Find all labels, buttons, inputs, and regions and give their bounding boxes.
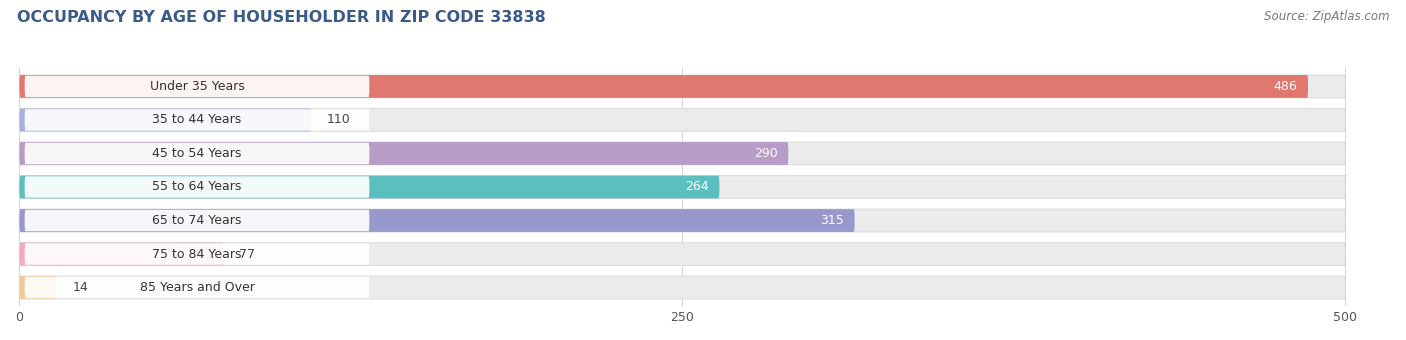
Text: 110: 110 xyxy=(328,114,350,126)
FancyBboxPatch shape xyxy=(20,108,1346,131)
FancyBboxPatch shape xyxy=(25,210,370,231)
FancyBboxPatch shape xyxy=(20,75,1308,98)
Text: 264: 264 xyxy=(685,181,709,193)
Text: 315: 315 xyxy=(820,214,844,227)
FancyBboxPatch shape xyxy=(20,276,56,299)
Text: 85 Years and Over: 85 Years and Over xyxy=(139,281,254,294)
Text: Source: ZipAtlas.com: Source: ZipAtlas.com xyxy=(1264,10,1389,23)
Text: 45 to 54 Years: 45 to 54 Years xyxy=(152,147,242,160)
Text: 486: 486 xyxy=(1274,80,1298,93)
FancyBboxPatch shape xyxy=(25,176,370,198)
FancyBboxPatch shape xyxy=(25,109,370,131)
FancyBboxPatch shape xyxy=(20,209,855,232)
FancyBboxPatch shape xyxy=(25,277,370,298)
FancyBboxPatch shape xyxy=(20,175,720,199)
Text: 35 to 44 Years: 35 to 44 Years xyxy=(152,114,242,126)
FancyBboxPatch shape xyxy=(20,142,789,165)
Text: Under 35 Years: Under 35 Years xyxy=(149,80,245,93)
FancyBboxPatch shape xyxy=(20,276,1346,299)
FancyBboxPatch shape xyxy=(20,108,311,131)
FancyBboxPatch shape xyxy=(25,76,370,97)
Text: 290: 290 xyxy=(754,147,778,160)
Text: 77: 77 xyxy=(239,248,256,260)
FancyBboxPatch shape xyxy=(20,75,1346,98)
Text: 75 to 84 Years: 75 to 84 Years xyxy=(152,248,242,260)
FancyBboxPatch shape xyxy=(20,243,224,266)
FancyBboxPatch shape xyxy=(25,143,370,164)
Text: OCCUPANCY BY AGE OF HOUSEHOLDER IN ZIP CODE 33838: OCCUPANCY BY AGE OF HOUSEHOLDER IN ZIP C… xyxy=(17,10,546,25)
FancyBboxPatch shape xyxy=(20,175,1346,199)
Text: 14: 14 xyxy=(72,281,89,294)
FancyBboxPatch shape xyxy=(25,243,370,265)
FancyBboxPatch shape xyxy=(20,142,1346,165)
FancyBboxPatch shape xyxy=(20,243,1346,266)
Text: 65 to 74 Years: 65 to 74 Years xyxy=(152,214,242,227)
FancyBboxPatch shape xyxy=(20,209,1346,232)
Text: 55 to 64 Years: 55 to 64 Years xyxy=(152,181,242,193)
